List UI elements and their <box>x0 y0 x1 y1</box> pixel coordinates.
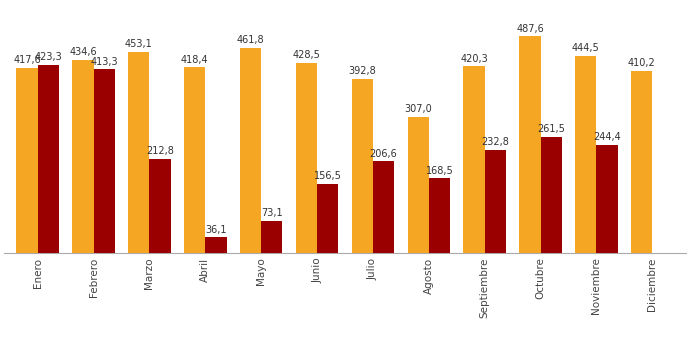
Text: 423,3: 423,3 <box>34 52 62 62</box>
Text: 307,0: 307,0 <box>404 104 432 114</box>
Text: 212,8: 212,8 <box>146 146 174 156</box>
Bar <box>520 36 540 253</box>
Bar <box>428 178 450 253</box>
Text: 428,5: 428,5 <box>293 50 320 60</box>
Bar <box>484 150 506 253</box>
Text: 392,8: 392,8 <box>348 66 376 76</box>
Text: 156,5: 156,5 <box>314 171 342 181</box>
Text: 420,3: 420,3 <box>460 54 488 64</box>
Bar <box>38 65 59 253</box>
Bar <box>150 159 170 253</box>
Bar <box>596 145 618 253</box>
Text: 487,6: 487,6 <box>516 24 544 34</box>
Bar <box>464 66 484 253</box>
Text: 417,6: 417,6 <box>13 55 41 65</box>
Text: 73,1: 73,1 <box>261 208 283 218</box>
Text: 413,3: 413,3 <box>90 57 118 67</box>
Bar <box>540 137 562 253</box>
Bar <box>72 60 94 253</box>
Text: 418,4: 418,4 <box>181 55 208 64</box>
Bar <box>296 63 317 253</box>
Bar <box>94 69 115 253</box>
Bar <box>631 71 652 253</box>
Text: 410,2: 410,2 <box>628 58 655 68</box>
Bar <box>262 221 282 253</box>
Text: 261,5: 261,5 <box>538 124 565 134</box>
Text: 232,8: 232,8 <box>482 137 509 147</box>
Bar <box>352 78 373 253</box>
Text: 36,1: 36,1 <box>205 225 227 235</box>
Bar <box>240 48 262 253</box>
Text: 461,8: 461,8 <box>237 35 264 45</box>
Text: 434,6: 434,6 <box>69 47 97 57</box>
Text: 168,5: 168,5 <box>426 166 453 176</box>
Bar <box>206 237 226 253</box>
Bar <box>184 67 206 253</box>
Bar <box>373 162 394 253</box>
Bar <box>408 117 428 253</box>
Bar <box>128 52 150 253</box>
Text: 244,4: 244,4 <box>593 132 621 142</box>
Bar <box>317 184 338 253</box>
Bar <box>575 56 596 253</box>
Text: 453,1: 453,1 <box>125 39 152 49</box>
Bar <box>17 68 38 253</box>
Text: 206,6: 206,6 <box>370 149 397 159</box>
Text: 444,5: 444,5 <box>572 43 600 53</box>
